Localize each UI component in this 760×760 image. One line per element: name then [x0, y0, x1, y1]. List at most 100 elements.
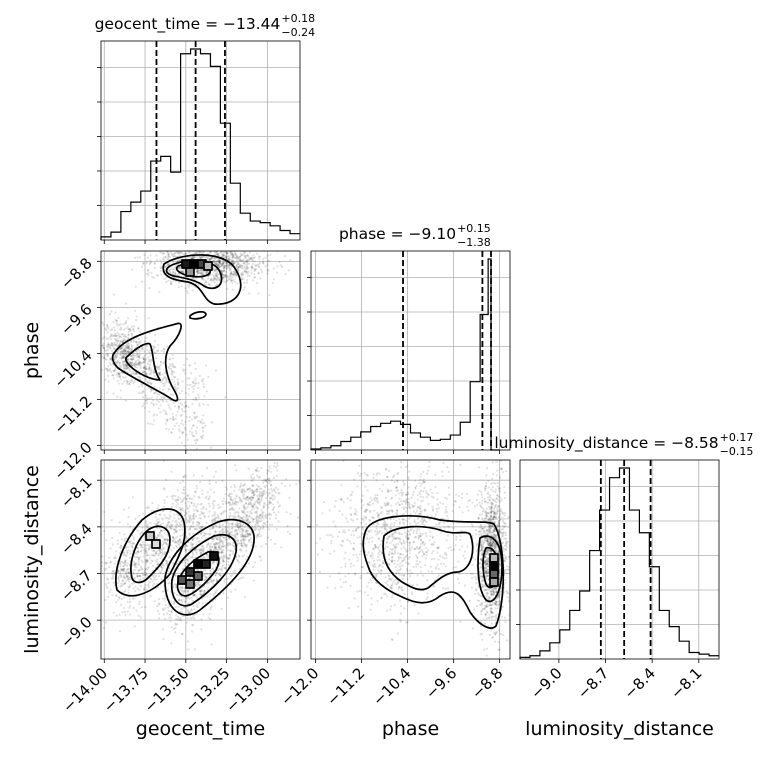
- scatter-point: [111, 575, 115, 578]
- scatter-point: [206, 491, 209, 494]
- scatter-point: [172, 380, 176, 383]
- scatter-point: [465, 493, 469, 496]
- scatter-point: [223, 274, 227, 277]
- scatter-point: [145, 367, 148, 370]
- scatter-point: [174, 265, 177, 269]
- scatter-point: [117, 570, 120, 573]
- scatter-point: [106, 354, 109, 357]
- scatter-point: [269, 480, 272, 483]
- scatter-point: [497, 550, 501, 553]
- scatter-point: [145, 368, 148, 371]
- scatter-point: [175, 387, 178, 390]
- scatter-point: [191, 616, 194, 619]
- scatter-point: [119, 323, 122, 326]
- scatter-point: [260, 508, 263, 512]
- scatter-point: [274, 542, 277, 546]
- scatter-point: [106, 323, 109, 326]
- scatter-point: [191, 555, 194, 558]
- scatter-point: [159, 361, 163, 364]
- scatter-point: [121, 350, 124, 353]
- scatter-point: [240, 549, 243, 553]
- scatter-point: [203, 578, 207, 581]
- scatter-point: [212, 560, 215, 564]
- scatter-point: [260, 545, 263, 548]
- scatter-point: [219, 251, 223, 254]
- scatter-point: [215, 253, 218, 256]
- scatter-point: [170, 372, 173, 375]
- scatter-point: [193, 490, 197, 494]
- scatter-point: [222, 591, 225, 595]
- scatter-point: [132, 325, 136, 328]
- scatter-point: [129, 380, 132, 383]
- scatter-point: [193, 384, 196, 388]
- scatter-point: [208, 572, 212, 575]
- scatter-point: [191, 402, 194, 406]
- scatter-point: [431, 509, 434, 512]
- scatter-point: [138, 514, 141, 517]
- scatter-point: [126, 381, 129, 384]
- scatter-point: [220, 545, 223, 548]
- scatter-point: [167, 609, 171, 613]
- scatter-point: [139, 543, 142, 547]
- scatter-point: [153, 374, 156, 378]
- scatter-point: [146, 523, 149, 526]
- scatter-point: [249, 533, 252, 536]
- scatter-point: [157, 504, 160, 507]
- scatter-point: [126, 552, 129, 555]
- scatter-point: [119, 603, 123, 606]
- scatter-point: [247, 467, 250, 470]
- scatter-point: [253, 503, 256, 506]
- scatter-point: [260, 466, 263, 470]
- scatter-point: [227, 544, 230, 548]
- scatter-point: [134, 256, 137, 259]
- scatter-point: [114, 318, 117, 321]
- scatter-point: [217, 252, 220, 255]
- scatter-point: [167, 517, 171, 520]
- scatter-point: [215, 262, 218, 265]
- scatter-point: [172, 375, 176, 378]
- scatter-point: [129, 361, 132, 364]
- scatter-point: [134, 518, 137, 521]
- scatter-point: [195, 426, 199, 429]
- scatter-point: [195, 273, 198, 276]
- scatter-point: [215, 268, 218, 271]
- scatter-point: [143, 360, 146, 363]
- scatter-point: [155, 552, 158, 555]
- scatter-point: [215, 548, 219, 552]
- scatter-point: [101, 368, 103, 371]
- scatter-point: [210, 258, 213, 261]
- scatter-point: [221, 540, 224, 543]
- scatter-point: [173, 247, 175, 249]
- scatter-point: [180, 632, 184, 635]
- scatter-point: [173, 371, 176, 374]
- scatter-point: [120, 340, 123, 343]
- scatter-point: [210, 256, 213, 259]
- scatter-point: [219, 247, 221, 249]
- scatter-point: [201, 426, 204, 430]
- scatter-point: [230, 253, 234, 256]
- scatter-point: [136, 574, 139, 577]
- scatter-point: [267, 469, 270, 473]
- scatter-point: [212, 475, 216, 478]
- scatter-point: [223, 566, 226, 569]
- scatter-point: [174, 574, 177, 577]
- scatter-point: [247, 503, 251, 506]
- scatter-point: [220, 540, 223, 543]
- scatter-point: [146, 422, 150, 425]
- axes-frame-diag-geocent_time: [100, 40, 301, 241]
- scatter-point: [142, 361, 145, 364]
- scatter-point: [144, 548, 147, 551]
- scatter-point: [216, 538, 219, 541]
- scatter-point: [122, 355, 125, 358]
- scatter-point: [148, 557, 151, 560]
- scatter-point: [144, 571, 148, 574]
- scatter-point: [250, 516, 253, 520]
- scatter-point: [267, 477, 270, 481]
- scatter-point: [182, 475, 185, 478]
- scatter-point: [254, 561, 257, 564]
- scatter-point: [266, 525, 269, 528]
- scatter-point: [481, 632, 484, 635]
- scatter-point: [255, 483, 258, 487]
- scatter-point: [244, 269, 247, 273]
